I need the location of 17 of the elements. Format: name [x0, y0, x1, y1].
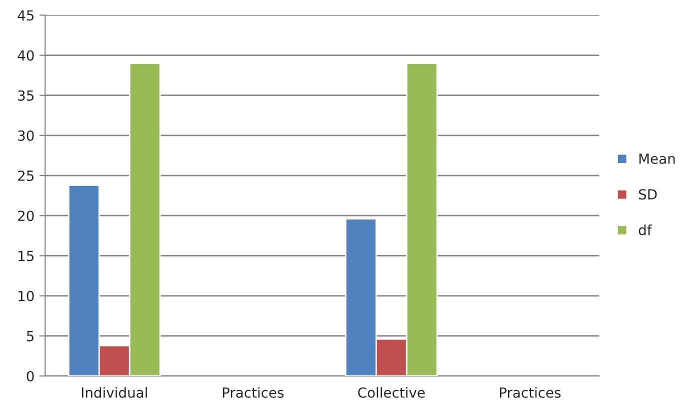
y-tick-label: 30 [18, 130, 34, 141]
y-tick-label: 40 [18, 50, 34, 61]
y-tick-label: 20 [18, 210, 34, 222]
legend-label: SD [638, 189, 657, 200]
x-tick-label: Collective [358, 387, 425, 398]
y-tick-label: 5 [26, 331, 34, 342]
x-tick-label: Practices [222, 387, 284, 398]
x-tick-label: Practices [500, 387, 561, 398]
legend-label: df [638, 224, 652, 236]
y-tick-label: 0 [26, 370, 34, 382]
y-tick-label: 10 [18, 290, 34, 302]
y-tick-label: 25 [18, 170, 34, 181]
x-tick-label: Individual [82, 387, 147, 398]
y-tick-label: 45 [18, 10, 34, 21]
y-tick-label: 15 [18, 250, 34, 262]
y-tick-label: 35 [18, 90, 34, 101]
legend-label: Mean [639, 154, 675, 164]
